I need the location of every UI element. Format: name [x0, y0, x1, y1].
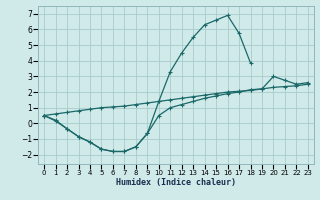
X-axis label: Humidex (Indice chaleur): Humidex (Indice chaleur) [116, 178, 236, 187]
